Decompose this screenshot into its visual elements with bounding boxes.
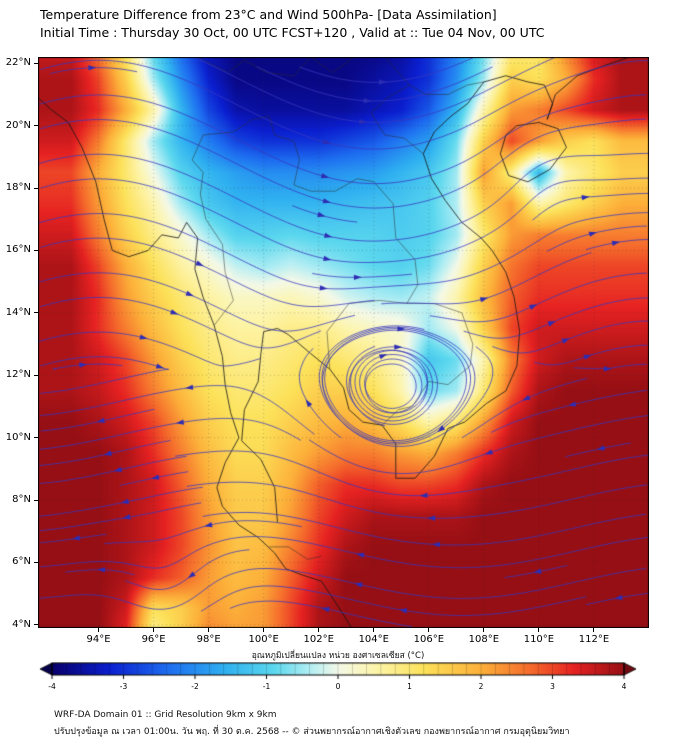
y-tick-label: 12°N bbox=[5, 369, 31, 381]
x-tick-label: 102°E bbox=[303, 634, 334, 645]
x-axis-tick bbox=[208, 628, 210, 632]
y-tick-label: 10°N bbox=[5, 431, 31, 443]
colorbar-label: อุณหภูมิเปลี่ยนแปลง หน่วย องศาเซลเซียส (… bbox=[251, 651, 425, 661]
y-axis-tick bbox=[34, 374, 38, 376]
x-tick-label: 110°E bbox=[523, 634, 555, 645]
x-tick-label: 112°E bbox=[578, 634, 610, 645]
y-axis-tick bbox=[34, 62, 38, 64]
y-axis-tick bbox=[34, 249, 38, 251]
y-axis-tick bbox=[34, 437, 38, 439]
colorbar-tick-label: 3 bbox=[550, 682, 555, 691]
colorbar-tick-label: 1 bbox=[407, 682, 412, 691]
x-axis-tick bbox=[593, 628, 595, 632]
y-axis-tick bbox=[34, 312, 38, 314]
x-axis-tick bbox=[373, 628, 375, 632]
y-tick-label: 18°N bbox=[5, 182, 31, 194]
colorbar-tick-label: -1 bbox=[262, 682, 271, 691]
colorbar-tick-label: 4 bbox=[621, 682, 627, 691]
x-tick-label: 108°E bbox=[468, 634, 500, 645]
x-tick-label: 94°E bbox=[86, 634, 111, 645]
colorbar-tick-label: -4 bbox=[48, 682, 56, 691]
x-tick-label: 106°E bbox=[413, 634, 445, 645]
colorbar-tick-label: -2 bbox=[191, 682, 199, 691]
y-axis-tick bbox=[34, 125, 38, 127]
x-axis-tick bbox=[483, 628, 485, 632]
page-subtitle: Initial Time : Thursday 30 Oct, 00 UTC F… bbox=[40, 25, 545, 40]
page-title: Temperature Difference from 23°C and Win… bbox=[40, 7, 497, 22]
x-axis-tick bbox=[153, 628, 155, 632]
colorbar-tick-label: 0 bbox=[335, 682, 341, 691]
y-tick-label: 14°N bbox=[5, 306, 31, 318]
x-tick-label: 96°E bbox=[141, 634, 166, 645]
y-tick-label: 16°N bbox=[5, 244, 31, 256]
x-tick-label: 104°E bbox=[358, 634, 389, 645]
y-axis-tick bbox=[34, 499, 38, 501]
y-axis-tick bbox=[34, 187, 38, 189]
y-tick-label: 20°N bbox=[5, 119, 31, 131]
colorbar-tick-label: 2 bbox=[478, 682, 484, 691]
x-tick-label: 98°E bbox=[196, 634, 221, 645]
y-tick-label: 22°N bbox=[5, 57, 31, 69]
x-axis-tick bbox=[428, 628, 430, 632]
x-axis-tick bbox=[318, 628, 320, 632]
weather-map-canvas bbox=[38, 57, 649, 628]
footer-agency-info: ปรับปรุงข้อมูล ณ เวลา 01:00น. วัน พฤ. ที… bbox=[54, 727, 570, 737]
y-axis-tick bbox=[34, 561, 38, 563]
y-tick-label: 4°N bbox=[12, 618, 31, 630]
x-axis-tick bbox=[538, 628, 540, 632]
colorbar-canvas bbox=[38, 662, 638, 682]
y-tick-label: 6°N bbox=[12, 556, 31, 568]
footer-domain-info: WRF-DA Domain 01 :: Grid Resolution 9km … bbox=[54, 710, 277, 720]
colorbar-tick-label: -3 bbox=[119, 682, 128, 691]
x-axis-tick bbox=[263, 628, 265, 632]
y-axis-tick bbox=[34, 624, 38, 626]
y-tick-label: 8°N bbox=[12, 494, 31, 506]
x-tick-label: 100°E bbox=[248, 634, 279, 645]
x-axis-tick bbox=[98, 628, 100, 632]
